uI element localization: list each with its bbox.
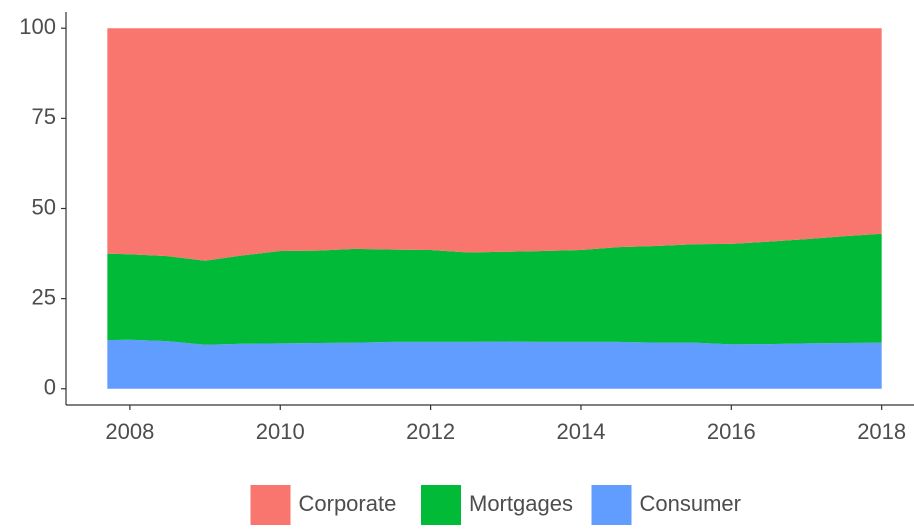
area — [107, 339, 882, 389]
y-tick-label: 50 — [32, 194, 56, 219]
area — [107, 28, 882, 261]
y-tick-label: 25 — [32, 284, 56, 309]
x-tick-label: 2012 — [406, 419, 455, 444]
legend-label: Mortgages — [469, 491, 573, 516]
x-tick-label: 2014 — [556, 419, 605, 444]
x-tick-label: 2008 — [105, 419, 154, 444]
x-tick-label: 2016 — [707, 419, 756, 444]
legend-key — [250, 485, 291, 525]
area — [107, 233, 882, 345]
legend-label: Consumer — [640, 491, 741, 516]
y-tick-label: 100 — [19, 14, 56, 39]
y-tick-label: 75 — [32, 104, 56, 129]
legend-key — [421, 485, 461, 525]
x-tick-label: 2018 — [857, 419, 906, 444]
legend-label: Corporate — [299, 491, 397, 516]
legend-key — [591, 485, 632, 525]
y-tick-label: 0 — [44, 375, 56, 400]
x-tick-label: 2010 — [256, 419, 305, 444]
